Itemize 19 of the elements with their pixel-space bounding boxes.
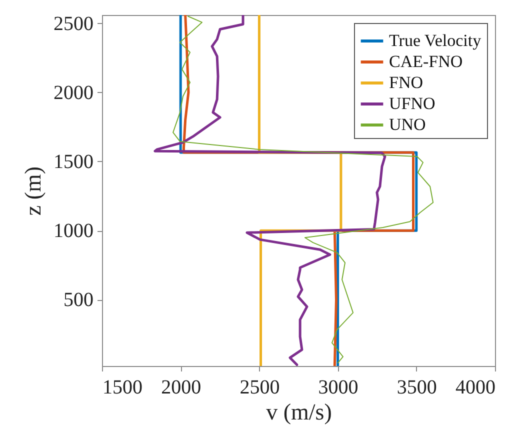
y-tick-label: 500 bbox=[64, 289, 94, 312]
y-axis-title: z (m) bbox=[20, 166, 46, 216]
legend-label: UNO bbox=[389, 115, 426, 134]
y-tick-label: 2000 bbox=[54, 82, 94, 104]
x-tick-label: 3000 bbox=[318, 376, 358, 398]
x-axis-title: v (m/s) bbox=[266, 400, 332, 424]
y-tick-label: 1000 bbox=[54, 220, 94, 242]
line-series bbox=[154, 15, 386, 366]
x-tick-label: 1500 bbox=[102, 376, 142, 398]
y-tick-label: 1500 bbox=[54, 150, 94, 173]
x-tick-label: 2000 bbox=[161, 376, 202, 398]
legend-label: CAE-FNO bbox=[389, 52, 463, 71]
x-tick-label: 2500 bbox=[240, 376, 280, 398]
x-tick-label: 4000 bbox=[456, 376, 496, 398]
legend-label: UFNO bbox=[389, 94, 436, 113]
legend-label: FNO bbox=[389, 73, 424, 92]
y-tick-label: 2500 bbox=[54, 12, 94, 35]
x-tick-label: 3500 bbox=[396, 376, 437, 398]
legend-label: True Velocity bbox=[389, 31, 482, 50]
